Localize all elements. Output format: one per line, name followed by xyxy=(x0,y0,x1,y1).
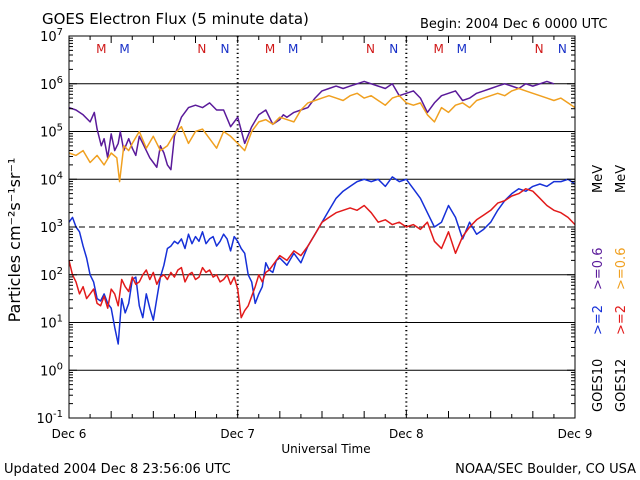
event-marker: M xyxy=(288,42,298,56)
legend-goes10-06mev: >=0.6 xyxy=(591,248,606,290)
legend-goes10-2mev: >=2 xyxy=(591,305,606,335)
y-tick-label: 102 xyxy=(40,266,63,284)
x-tick-label: Dec 8 xyxy=(389,427,424,441)
series-g12-06mev xyxy=(68,87,576,183)
legend-goes12-06mev: >=0.6 xyxy=(614,248,629,290)
begin-time: Begin: 2004 Dec 6 0000 UTC xyxy=(420,17,607,32)
event-marker: N xyxy=(389,42,398,56)
legend-goes12-2mev: >=2 xyxy=(614,305,629,335)
legend-goes12-unit: MeV xyxy=(614,165,629,193)
chart-title: GOES Electron Flux (5 minute data) xyxy=(42,10,309,28)
y-tick-label: 107 xyxy=(40,27,63,45)
event-marker: N xyxy=(535,42,544,56)
x-tick-label: Dec 6 xyxy=(52,427,87,441)
y-axis-label: Particles cm⁻²s⁻¹sr⁻¹ xyxy=(5,158,24,323)
y-tick-label: 103 xyxy=(40,218,63,236)
x-tick-label: Dec 7 xyxy=(220,427,255,441)
legend-goes12-label: GOES12 xyxy=(614,359,629,412)
series-g10-06mev xyxy=(68,80,555,171)
y-tick-label: 105 xyxy=(40,123,63,141)
event-marker: M xyxy=(433,42,443,56)
updated-timestamp: Updated 2004 Dec 8 23:56:06 UTC xyxy=(4,462,231,477)
event-marker: N xyxy=(366,42,375,56)
event-marker: M xyxy=(457,42,467,56)
x-tick-label: Dec 9 xyxy=(558,427,593,441)
credit-text: NOAA/SEC Boulder, CO USA xyxy=(455,462,636,477)
y-tick-label: 100 xyxy=(40,361,63,379)
event-marker: M xyxy=(119,42,129,56)
y-axis-ticks: 107 106 105 104 103 102 101 100 10-1 xyxy=(36,27,575,427)
series-g12-2mev xyxy=(68,188,576,319)
legend-goes10-label: GOES10 xyxy=(591,359,606,412)
y-axis-label-text: Particles cm⁻²s⁻¹sr⁻¹ xyxy=(5,158,24,323)
y-tick-label: 101 xyxy=(40,314,63,332)
event-marker: M xyxy=(265,42,275,56)
y-tick-label: 10-1 xyxy=(36,409,63,427)
legend: GOES10 >=2 >=0.6 MeV GOES12 >=2 >=0.6 Me… xyxy=(591,165,629,412)
x-axis-ticks: Dec 6 Dec 7 Dec 8 Dec 9 xyxy=(52,36,593,441)
y-tick-label: 106 xyxy=(40,75,63,93)
event-marker: N xyxy=(221,42,230,56)
series-g10-2mev xyxy=(68,176,576,345)
data-series xyxy=(68,80,576,345)
y-tick-label: 104 xyxy=(40,170,63,188)
event-marker: N xyxy=(558,42,567,56)
event-marker: N xyxy=(197,42,206,56)
x-axis-label: Universal Time xyxy=(281,442,370,456)
event-marker: M xyxy=(96,42,106,56)
legend-goes10-unit: MeV xyxy=(591,165,606,193)
